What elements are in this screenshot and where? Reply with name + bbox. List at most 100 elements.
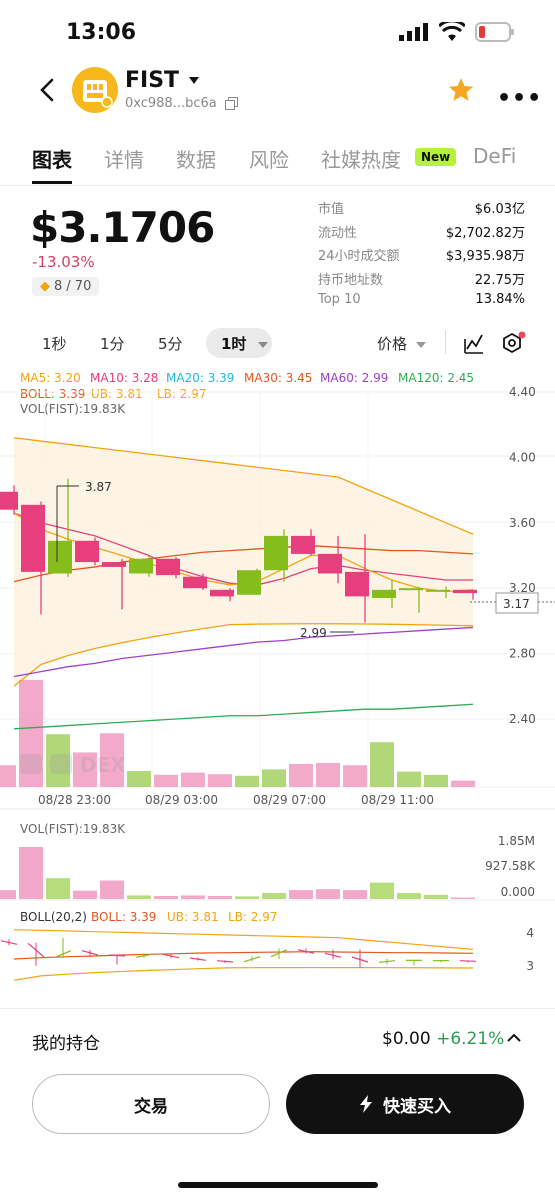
volume-panel-bar <box>154 896 178 899</box>
volume-panel-bar <box>46 878 70 899</box>
volume-bar <box>289 763 313 787</box>
status-icons <box>399 22 515 42</box>
volume-panel-bar <box>19 846 43 899</box>
volume-tick-label: 0.000 <box>501 885 535 899</box>
boll-legend: BOLL: 3.39 UB: 3.81 LB: 2.97 <box>20 387 207 401</box>
volume-panel-bar <box>316 889 340 899</box>
volume-panel-bar <box>100 880 124 899</box>
boll-panel-legend-item: LB: 2.97 <box>228 910 278 924</box>
ma-legend-item: MA60: 2.99 <box>320 371 388 385</box>
x-tick-label: 08/29 03:00 <box>145 793 218 807</box>
candle-body <box>372 589 396 599</box>
stat-value: $6.03亿 <box>474 202 525 217</box>
bollinger-band-fill <box>14 437 473 687</box>
volume-panel-bar <box>289 890 313 899</box>
timeframe-1s[interactable]: 1秒 <box>42 335 67 353</box>
tab-defi[interactable]: DeFi <box>473 144 517 168</box>
security-score[interactable]: ◆ 8 / 70 <box>32 277 100 296</box>
tab-chart[interactable]: 图表 <box>32 148 72 172</box>
volume-bar <box>235 775 259 787</box>
caret-down-icon <box>189 76 200 84</box>
price-selector[interactable]: 价格 <box>377 333 426 354</box>
candle-body <box>453 589 477 594</box>
candle-body <box>156 558 180 576</box>
y-axis: 4.40 4.00 3.60 3.20 2.80 2.40 <box>509 385 536 726</box>
tab-social-heat[interactable]: 社媒热度 <box>321 148 401 172</box>
volume-bar <box>397 771 421 787</box>
candle-body <box>21 504 45 572</box>
token-name-text: FIST <box>125 68 180 93</box>
y-tick-label: 3.60 <box>509 516 536 530</box>
volume-bar <box>343 765 367 787</box>
stat-row: Top 10 13.84% <box>318 292 525 316</box>
timeframe-selected: 1时 <box>221 335 247 353</box>
stat-key: 持币地址数 <box>318 272 384 288</box>
boll-upper-line <box>13 437 474 535</box>
stat-row: 流动性 $2,702.82万 <box>318 222 525 246</box>
x-axis: 08/28 23:00 08/29 03:00 08/29 07:00 08/29 1… <box>38 793 434 807</box>
candle-body <box>426 589 450 592</box>
holdings-value-group: $0.00 +6.21% <box>382 1029 504 1049</box>
token-address[interactable]: 0xc988...bc6a <box>125 96 238 111</box>
candle-body <box>75 540 99 563</box>
volume-panel-bar <box>343 890 367 899</box>
volume-panel-bar <box>370 882 394 899</box>
quick-buy-label: 快速买入 <box>383 1096 451 1117</box>
candle-body <box>129 558 153 574</box>
y-tick-label: 4.40 <box>509 385 536 399</box>
tab-details[interactable]: 详情 <box>104 148 144 172</box>
y-tick-label: 3.20 <box>509 581 536 595</box>
more-menu-icon[interactable]: ••• <box>497 86 543 111</box>
candle-body <box>48 540 72 574</box>
y-tick-label: 4.00 <box>509 450 536 464</box>
quick-buy-button[interactable]: 快速买入 <box>286 1074 524 1134</box>
candle-body <box>264 535 288 571</box>
caret-down-icon <box>257 342 268 348</box>
battery-icon <box>475 22 514 42</box>
volume-panel-bar <box>451 897 475 899</box>
timeframe-1m[interactable]: 1分 <box>100 335 125 353</box>
timeframe-selector[interactable]: 1时 <box>206 328 272 358</box>
holdings-label: 我的持仓 <box>32 1034 100 1054</box>
tab-risk[interactable]: 风险 <box>249 148 289 172</box>
tab-underline <box>32 181 72 184</box>
stats-panel: 市值 $6.03亿 流动性 $2,702.82万 24小时成交额 $3,935.98万… <box>318 198 525 316</box>
candle-body <box>237 570 261 595</box>
volume-panel-bar <box>262 893 286 899</box>
back-arrow-icon[interactable] <box>36 76 60 104</box>
indicator-chart-icon[interactable] <box>463 331 485 355</box>
stat-key: 市值 <box>318 202 345 217</box>
tab-data[interactable]: 数据 <box>176 148 216 172</box>
volume-tick-label: 1.85M <box>498 834 535 848</box>
token-name[interactable]: FIST <box>125 68 200 93</box>
volume-bar <box>46 734 70 787</box>
dex-watermark: DEX <box>20 753 126 777</box>
trade-button[interactable]: 交易 <box>32 1074 270 1134</box>
volume-bar <box>19 679 43 787</box>
ma120-line <box>13 703 474 730</box>
holdings-value: $0.00 <box>382 1029 431 1049</box>
current-price: $3.1706 <box>30 203 215 252</box>
kline-chart[interactable]: MA5: 3.20 MA10: 3.28 MA20: 3.39 MA30: 3.45 M… <box>0 362 555 1002</box>
stat-value: $3,935.98万 <box>445 249 525 264</box>
boll-tick-label: 4 <box>526 926 534 940</box>
copy-icon[interactable] <box>224 97 238 110</box>
candle-body <box>291 535 315 554</box>
settings-hex-icon[interactable] <box>500 331 526 357</box>
ma60-line <box>13 626 474 678</box>
star-favorite-icon[interactable] <box>447 76 475 104</box>
candle-body <box>102 562 126 567</box>
candle-body <box>399 588 423 591</box>
high-label: 3.87 <box>85 480 112 494</box>
holdings-bar[interactable]: 我的持仓 $0.00 +6.21% <box>0 1008 555 1066</box>
chevron-up-icon[interactable] <box>507 1033 521 1043</box>
volume-panel-bar <box>0 890 16 899</box>
stat-row: 市值 $6.03亿 <box>318 198 525 222</box>
toolbar-divider <box>445 330 446 354</box>
status-time: 13:06 <box>66 20 137 45</box>
timeframe-5m[interactable]: 5分 <box>158 335 183 353</box>
token-logo <box>72 67 118 113</box>
diamond-icon: ◆ <box>40 279 50 294</box>
signal-icon <box>399 23 428 41</box>
score-total: / 70 <box>66 279 92 294</box>
